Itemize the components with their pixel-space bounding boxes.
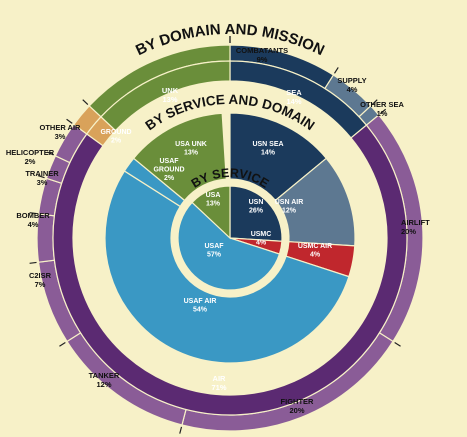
mission-other-sea-label: OTHER SEA: [360, 100, 404, 109]
mission-trainer-label: TRAINER: [25, 169, 59, 178]
service-domain-usmc-air-value: 4%: [310, 252, 321, 259]
service-usaf-value: 57%: [207, 252, 222, 259]
service-domain-usn-air-value: 12%: [282, 208, 297, 215]
service-usaf-label: USAF: [204, 243, 224, 250]
service-slice-usn: [229, 185, 283, 242]
service-domain-usn-sea-label: USN SEA: [252, 141, 283, 148]
service-domain-usa-unk-value: 13%: [184, 150, 199, 157]
mission-tick-0: [333, 67, 339, 74]
domain-air-label: AIR: [213, 374, 227, 383]
mission-tick-8: [37, 175, 45, 179]
domain-sea-label: SEA: [286, 88, 302, 97]
mission-combatants-label: COMBATANTS: [236, 46, 288, 55]
mission-tick-6: [29, 261, 37, 264]
mission-bomber-label: BOMBER: [16, 211, 50, 220]
mission-tick-3: [394, 341, 401, 347]
service-domain-usmc-air-label: USMC AIR: [298, 243, 332, 250]
domain-ground-value: 2%: [111, 138, 122, 145]
mission-tick-9: [46, 151, 54, 156]
service-domain-usaf-ground-value: 2%: [164, 175, 175, 182]
domain-ground-label: GROUND: [100, 129, 131, 136]
service-domain-usaf-ground-label-2: GROUND: [153, 167, 184, 174]
mission-tick-2: [379, 108, 387, 115]
mission-helicopter-value: 2%: [25, 157, 36, 166]
mission-trainer-value: 3%: [37, 178, 48, 187]
service-usmc-value: 4%: [256, 240, 267, 247]
domain-unk-label: UNK: [162, 86, 179, 95]
mission-tanker-label: TANKER: [89, 371, 120, 380]
service-usn-label: USN: [249, 199, 264, 206]
mission-bomber-value: 4%: [28, 220, 39, 229]
mission-airlift-value: 20%: [401, 227, 416, 236]
mission-tick-10: [66, 118, 73, 124]
service-domain-usa-unk-label: USA UNK: [175, 141, 207, 148]
mission-tanker-value: 12%: [96, 380, 111, 389]
domain-air-value: 71%: [211, 383, 226, 392]
mission-tick-1: [371, 99, 378, 105]
mission-fighter-value: 20%: [289, 406, 304, 415]
service-domain-usaf-ground-label: USAF: [159, 158, 179, 165]
mission-helicopter-label: HELICOPTER: [6, 148, 55, 157]
mission-c2isr-value: 7%: [35, 280, 46, 289]
mission-supply-label: SUPPLY: [337, 76, 366, 85]
service-usa-value: 13%: [206, 201, 221, 208]
mission-tick-5: [59, 341, 66, 347]
service-slice-usaf: [177, 201, 281, 291]
mission-other-air-label: OTHER AIR: [40, 123, 82, 132]
mission-c2isr-label: C2ISR: [29, 271, 52, 280]
mission-combatants-value: 9%: [257, 55, 268, 64]
mission-fighter-label: FIGHTER: [281, 397, 314, 406]
service-domain-usn-air-label: USN AIR: [275, 199, 304, 206]
service-domain-usaf-air-label: USAF AIR: [184, 298, 217, 305]
service-slice-usa: [191, 185, 231, 240]
service-usa-label: USA: [206, 192, 221, 199]
domain-sea-value: 14%: [286, 97, 301, 106]
mission-airlift-label: AIRLIFT: [401, 218, 430, 227]
service-domain-usn-sea-value: 14%: [261, 150, 276, 157]
service-domain-slice-usaf-air: [104, 170, 350, 364]
mission-tick-7: [29, 212, 37, 215]
mission-tick-4: [179, 426, 183, 434]
mission-other-sea-value: 1%: [377, 109, 388, 118]
service-usmc-label: USMC: [251, 231, 272, 238]
mission-supply-value: 4%: [347, 85, 358, 94]
mission-tick-11: [82, 99, 89, 105]
mission-other-air-value: 3%: [55, 132, 66, 141]
service-usn-value: 26%: [249, 208, 264, 215]
mission-slice-bomber: [36, 213, 56, 263]
service-domain-usaf-air-value: 54%: [193, 307, 208, 314]
domain-unk-value: 13%: [162, 95, 177, 104]
